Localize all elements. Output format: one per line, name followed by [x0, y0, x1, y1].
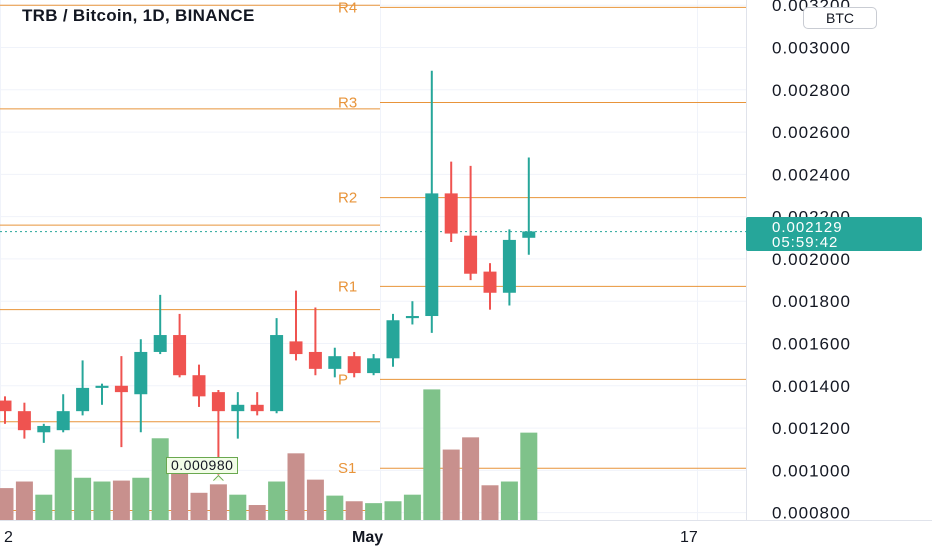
volume-bar — [35, 494, 53, 521]
pivot-label-r2: R2 — [338, 190, 357, 207]
candle-body — [0, 400, 12, 412]
candle-body — [347, 356, 361, 374]
candle-body — [464, 235, 478, 274]
bar-countdown: 05:59:42 — [772, 234, 839, 251]
price-axis: 0.000800 0.001000 0.001200 0.001400 0.001600… — [772, 0, 851, 523]
candle-body — [483, 271, 497, 293]
chart-title: TRB / Bitcoin, 1D, BINANCE — [22, 6, 255, 25]
price-tick-label: 0.002800 — [772, 81, 851, 100]
price-tick-label: 0.001600 — [772, 334, 851, 353]
candle-body — [173, 335, 187, 376]
candle-body — [405, 316, 419, 319]
currency-badge[interactable]: BTC — [803, 7, 877, 29]
price-tick-label: 0.001800 — [772, 292, 851, 311]
grid-lines — [0, 0, 747, 520]
volume-bar — [0, 488, 14, 521]
candle-body — [502, 239, 516, 293]
volume-bar — [481, 485, 499, 521]
candle-body — [367, 358, 381, 374]
candle-body — [192, 375, 206, 397]
volume-bar — [15, 481, 33, 521]
low-marker-caret — [213, 474, 224, 481]
volume-bar — [93, 481, 111, 521]
time-axis: 2 May 17 — [0, 520, 932, 546]
price-tick-label: 0.002000 — [772, 250, 851, 269]
candle-body — [17, 411, 31, 431]
candle-body — [386, 320, 400, 359]
price-tick-label: 0.001000 — [772, 461, 851, 480]
price-tick-label: 0.000800 — [772, 504, 851, 523]
candle-body — [134, 351, 148, 395]
volume-bar — [345, 501, 363, 521]
volume-bar — [171, 462, 189, 521]
price-tick-label: 0.001200 — [772, 419, 851, 438]
candle-body — [37, 425, 51, 433]
pivot-label-r1: R1 — [338, 278, 357, 295]
volume-bar — [112, 480, 130, 521]
volume-bar — [132, 477, 150, 521]
volume-bar — [74, 477, 92, 521]
candle-body — [328, 356, 342, 369]
candle-body — [250, 404, 264, 412]
price-tick-label: 0.002400 — [772, 165, 851, 184]
time-tick-label: 2 — [4, 529, 13, 546]
pivot-label-r4: R4 — [338, 0, 357, 16]
volume-bar — [500, 481, 518, 521]
low-price-label: 0.000980 — [166, 457, 239, 474]
candle-body — [444, 193, 458, 234]
price-tick-label: 0.001400 — [772, 377, 851, 396]
pivot-label-p: P — [338, 371, 348, 388]
volume-bar — [209, 484, 227, 521]
time-tick-label: 17 — [680, 529, 698, 546]
candle-body — [308, 351, 322, 369]
volume-bar — [306, 479, 324, 521]
time-tick-label: May — [352, 529, 383, 546]
candle-body — [56, 411, 70, 431]
candle-body — [270, 335, 284, 412]
last-price-tag: 0.002129 05:59:42 — [746, 217, 922, 251]
volume-bar — [520, 432, 538, 521]
volume-bar — [287, 453, 305, 521]
pivot-label-r3: R3 — [338, 94, 357, 111]
volume-bar — [442, 449, 460, 521]
volume-bar — [54, 449, 72, 521]
volume-bar — [462, 437, 480, 521]
volume-bars — [0, 389, 538, 521]
volume-bar — [151, 438, 169, 521]
candle-body — [153, 335, 167, 352]
candles — [0, 70, 536, 481]
price-tick-label: 0.002600 — [772, 123, 851, 142]
candle-body — [425, 193, 439, 317]
volume-bar — [365, 503, 383, 521]
volume-bar — [384, 501, 402, 521]
volume-bar — [403, 494, 421, 521]
candle-body — [76, 387, 90, 412]
candle-body — [522, 231, 536, 238]
volume-bar — [248, 505, 266, 521]
candle-body — [211, 392, 225, 412]
volume-bar — [190, 492, 208, 521]
last-price-value: 0.002129 — [772, 219, 843, 236]
candle-body — [231, 404, 245, 412]
candle-body — [289, 341, 303, 355]
candle-body — [114, 385, 128, 393]
volume-bar — [423, 389, 441, 521]
pivot-label-s1: S1 — [338, 460, 356, 477]
pivot-levels: R4 R3 R2 R1 P S1 — [0, 0, 746, 512]
price-tick-label: 0.003000 — [772, 39, 851, 58]
volume-bar — [229, 494, 247, 521]
candle-body — [95, 385, 109, 388]
volume-bar — [326, 495, 344, 521]
volume-bar — [268, 481, 286, 521]
